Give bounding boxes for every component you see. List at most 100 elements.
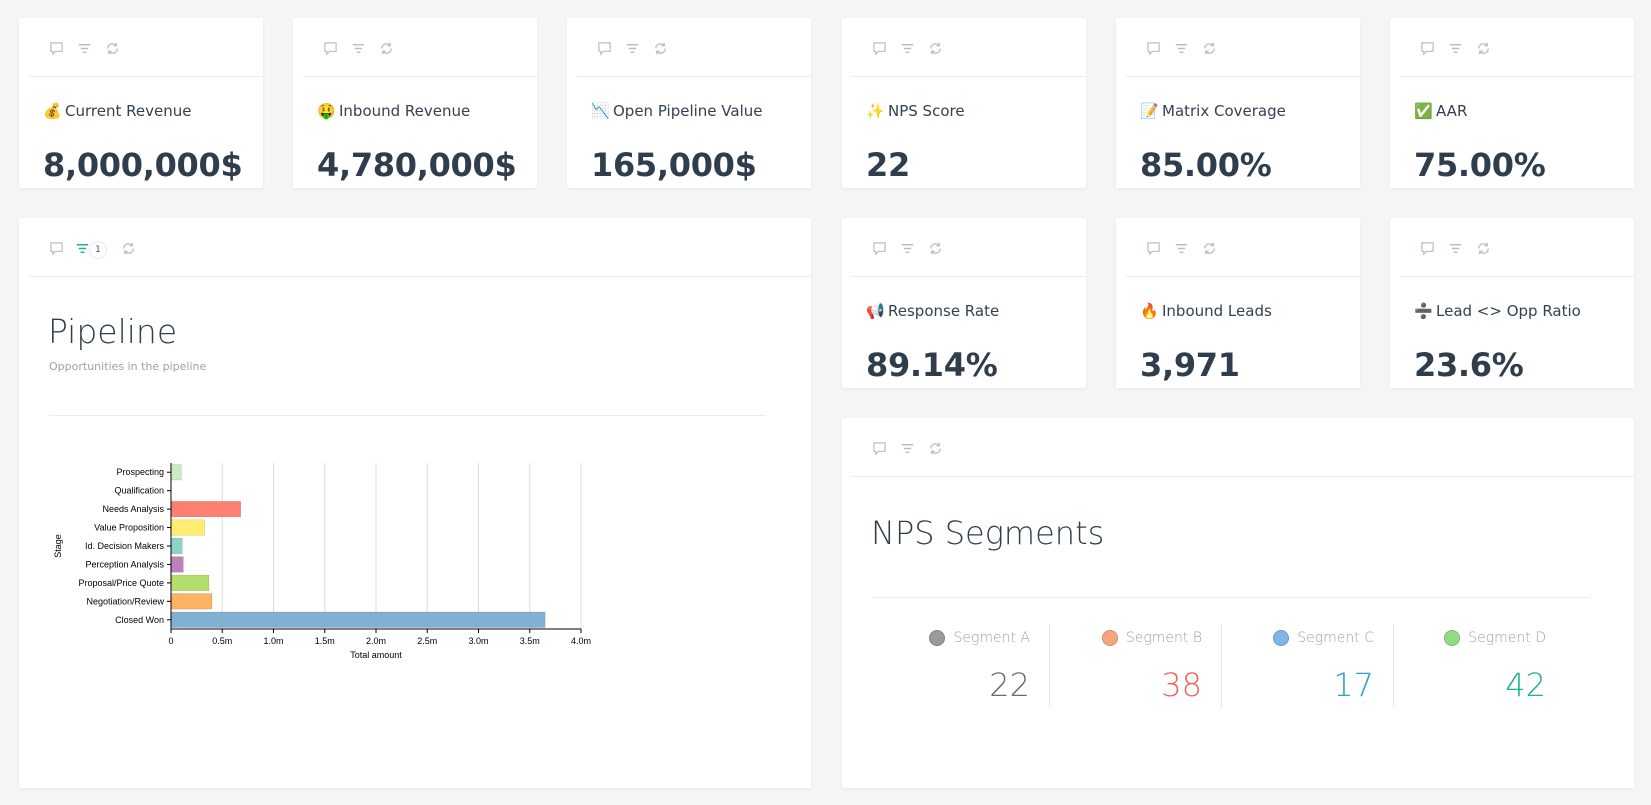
y-tick-label: Proposal/Price Quote [78,578,164,588]
refresh-icon[interactable] [119,239,137,257]
refresh-icon[interactable] [1474,239,1492,257]
segment-label: Segment B [1101,630,1202,646]
filter-icon[interactable] [623,39,641,57]
bar[interactable] [170,556,184,573]
filter-icon[interactable] [1446,239,1464,257]
comment-icon[interactable] [321,39,339,57]
pipeline-subtitle: Opportunities in the pipeline [49,360,207,373]
refresh-icon[interactable] [103,39,121,57]
kpi-title-text: Response Rate [888,302,1000,320]
y-tick-label: Negotiation/Review [86,596,164,606]
refresh-icon[interactable] [377,39,395,57]
money-face-icon: 🤑 [317,102,336,120]
pipeline-card: 1 Pipeline Opportunities in the pipeline… [19,218,811,788]
segment-divider [1221,624,1222,708]
segment-label-text: Segment B [1125,630,1202,646]
card-divider [852,276,1086,277]
card-toolbar [47,36,121,60]
kpi-value: 23.6% [1414,346,1524,384]
filter-icon[interactable] [898,439,916,457]
pipeline-title: Pipeline [48,312,178,351]
filter-icon[interactable] [75,39,93,57]
refresh-icon[interactable] [926,39,944,57]
bar[interactable] [170,538,183,554]
card-toolbar [1418,236,1492,260]
segment-dot-icon [1273,630,1290,646]
comment-icon[interactable] [47,239,65,257]
nps-segments-card: NPS Segments Segment A 22 Segment B 38 S… [842,418,1634,788]
filter-icon-active[interactable]: 1 [75,239,109,258]
kpi-card-nps-score: ✨ NPS Score 22 [842,18,1086,188]
pipeline-bar-chart: Prospecting Qualification Needs Analysis Va… [53,463,591,660]
segment-label: Segment C [1273,630,1374,646]
segment-label: Segment A [929,630,1030,646]
kpi-card-inbound-revenue: 🤑 Inbound Revenue 4,780,000$ [293,18,537,188]
bar[interactable] [170,574,210,591]
filter-icon[interactable] [1446,39,1464,57]
pipeline-separator [49,415,766,416]
y-tick-label: Qualification [114,486,164,496]
refresh-icon[interactable] [1200,239,1218,257]
comment-icon[interactable] [1418,239,1436,257]
refresh-icon[interactable] [1200,39,1218,57]
kpi-title: 📝 Matrix Coverage [1140,102,1286,120]
nps-separator [872,597,1589,598]
kpi-title: 📢 Response Rate [866,302,999,320]
kpi-card-response-rate: 📢 Response Rate 89.14% [842,218,1086,388]
bar[interactable] [170,501,241,518]
filter-icon[interactable] [1172,239,1190,257]
x-tick-label: 4.0m [571,636,591,646]
refresh-icon[interactable] [926,439,944,457]
kpi-title-text: NPS Score [888,102,965,120]
comment-icon[interactable] [870,239,888,257]
kpi-card-matrix-coverage: 📝 Matrix Coverage 85.00% [1116,18,1360,188]
kpi-value: 89.14% [866,346,998,384]
segment-dot-icon [1101,630,1118,646]
bar[interactable] [170,611,546,628]
card-divider [303,76,537,77]
kpi-title-text: Current Revenue [65,102,192,120]
comment-icon[interactable] [595,39,613,57]
comment-icon[interactable] [47,39,65,57]
kpi-title: 🔥 Inbound Leads [1140,302,1272,320]
y-tick-label: Id. Decision Makers [85,541,165,551]
sparkles-icon: ✨ [866,102,885,120]
kpi-title-text: Inbound Revenue [339,102,471,120]
segment-label-text: Segment A [953,630,1030,646]
bar[interactable] [170,593,213,610]
refresh-icon[interactable] [926,239,944,257]
filter-icon[interactable] [349,39,367,57]
filter-icon[interactable] [898,39,916,57]
chart-grid [221,463,582,629]
segment-value: 17 [1333,666,1374,704]
comment-icon[interactable] [1144,39,1162,57]
kpi-title: 📉 Open Pipeline Value [591,102,763,120]
kpi-value: 165,000$ [591,146,757,184]
x-tick-label: 3.5m [520,636,540,646]
refresh-icon[interactable] [1474,39,1492,57]
segment-divider [1393,624,1394,708]
kpi-title-text: Inbound Leads [1162,302,1272,320]
x-tick-label: 2.0m [366,636,386,646]
card-divider [1400,76,1634,77]
x-tick-label: 3.0m [468,636,488,646]
kpi-value: 3,971 [1140,346,1240,384]
bar[interactable] [170,519,206,536]
kpi-card-current-revenue: 💰 Current Revenue 8,000,000$ [19,18,263,188]
bar[interactable] [170,464,182,481]
x-tick-label: 1.5m [315,636,335,646]
nps-title: NPS Segments [871,514,1105,552]
refresh-icon[interactable] [651,39,669,57]
filter-icon[interactable] [1172,39,1190,57]
chart-x-tick-labels: 0 0.5m 1.0m 1.5m 2.0m 2.5m 3.0m 3.5m 4.0m [168,636,591,646]
comment-icon[interactable] [1144,239,1162,257]
x-tick-label: 1.0m [263,636,283,646]
comment-icon[interactable] [1418,39,1436,57]
y-tick-label: Prospecting [116,467,164,477]
comment-icon[interactable] [870,39,888,57]
card-divider [29,276,811,277]
comment-icon[interactable] [870,439,888,457]
filter-icon[interactable] [898,239,916,257]
megaphone-icon: 📢 [866,302,885,320]
chart-bars [170,464,546,628]
